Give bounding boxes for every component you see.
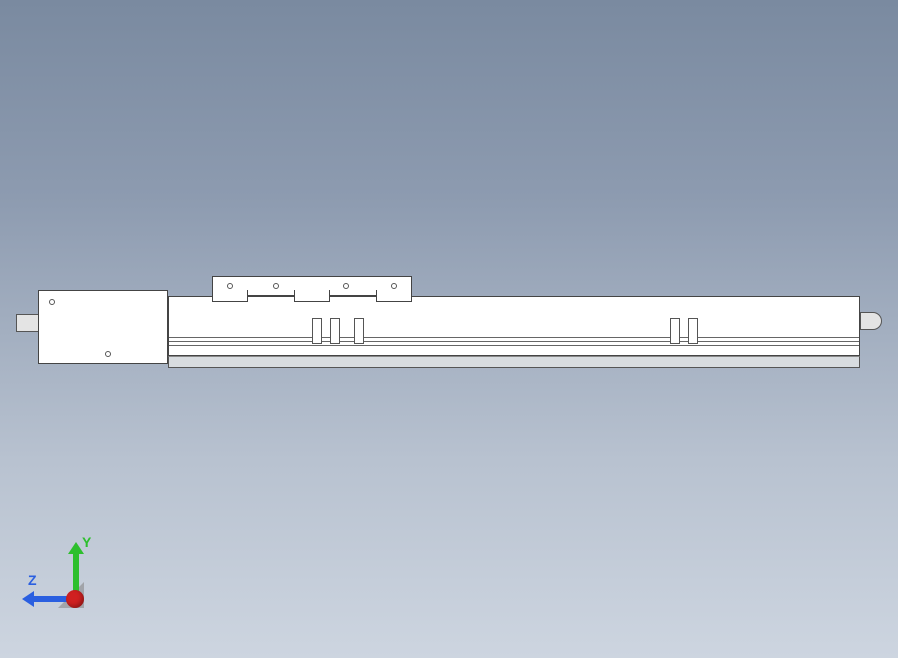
part-motor-block (38, 290, 168, 364)
hole-icon (343, 283, 349, 289)
part-clip (312, 318, 322, 344)
part-rail-base (168, 356, 860, 368)
cad-viewport[interactable]: Y Z (0, 0, 898, 658)
view-triad[interactable]: Y Z (28, 528, 108, 608)
groove-line (169, 345, 859, 346)
part-clip (688, 318, 698, 344)
part-rail-body (168, 296, 860, 356)
axis-origin-icon (66, 590, 84, 608)
part-stub-left (16, 314, 38, 332)
hole-icon (391, 283, 397, 289)
axis-y-icon (73, 552, 79, 594)
part-clip (330, 318, 340, 344)
part-carriage-tab (212, 290, 248, 302)
part-clip (354, 318, 364, 344)
hole-icon (49, 299, 55, 305)
part-carriage-tab (376, 290, 412, 302)
part-endcap-right (860, 312, 882, 330)
groove-line (169, 341, 859, 342)
hole-icon (273, 283, 279, 289)
part-clip (670, 318, 680, 344)
hole-icon (227, 283, 233, 289)
groove-line (169, 337, 859, 338)
hole-icon (105, 351, 111, 357)
model-linear-rail (16, 276, 882, 384)
part-carriage-tab (294, 290, 330, 302)
axis-z-label: Z (28, 572, 37, 588)
axis-y-label: Y (82, 534, 91, 550)
